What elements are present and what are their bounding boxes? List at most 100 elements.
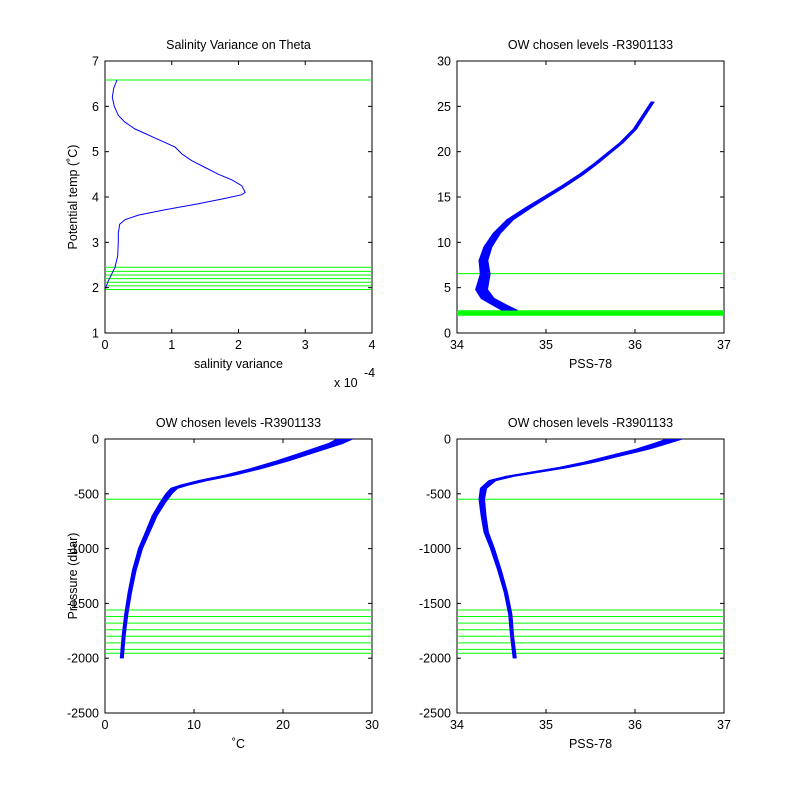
y-tick-label: -2000 bbox=[67, 652, 99, 666]
series-line bbox=[120, 439, 341, 659]
x-axis-multiplier: x 10 bbox=[334, 376, 358, 390]
y-tick-label: 6 bbox=[92, 100, 99, 114]
y-tick-label: -1500 bbox=[419, 597, 451, 611]
y-tick-label: -500 bbox=[74, 487, 99, 501]
series-line bbox=[120, 439, 343, 659]
series-line bbox=[119, 439, 338, 659]
x-tick-label: 36 bbox=[628, 338, 642, 352]
chart-title: OW chosen levels -R3901133 bbox=[156, 416, 321, 430]
x-tick-label: 2 bbox=[235, 338, 242, 352]
chart-panel-4: 34 35 36 37 -2500 -2000 -1500 -1000 -500 0 OW chos… bbox=[419, 416, 731, 751]
axes-box bbox=[456, 438, 725, 714]
y-tick-label: -2000 bbox=[419, 652, 451, 666]
y-tick-label: -2500 bbox=[419, 707, 451, 721]
x-tick-label: 1 bbox=[168, 338, 175, 352]
y-tick-label: 3 bbox=[92, 236, 99, 250]
x-tick-label: 37 bbox=[717, 718, 731, 732]
series-line bbox=[480, 101, 654, 311]
y-tick-label: 5 bbox=[92, 145, 99, 159]
chart-title: Salinity Variance on Theta bbox=[166, 38, 311, 52]
y-tick-label: 7 bbox=[92, 55, 99, 69]
series-line bbox=[478, 101, 653, 311]
series-line bbox=[481, 439, 676, 659]
x-tick-label: 35 bbox=[539, 718, 553, 732]
series-line bbox=[482, 101, 654, 311]
series-line bbox=[481, 101, 654, 311]
series-line bbox=[121, 439, 344, 659]
series-line bbox=[479, 439, 671, 659]
axes-box bbox=[104, 438, 373, 714]
x-axis-label: ˚C bbox=[232, 737, 245, 751]
y-tick-label: 1 bbox=[92, 327, 99, 341]
chart-panel-3: 0 10 20 30 -2500 -2000 -1500 -1000 -500 0 OW chose… bbox=[66, 416, 379, 751]
axes-box bbox=[456, 60, 725, 334]
y-tick-label: 15 bbox=[437, 191, 451, 205]
series-line bbox=[120, 439, 342, 659]
chosen-levels bbox=[105, 498, 372, 654]
x-axis-label: PSS-78 bbox=[569, 737, 612, 751]
x-axis-label: salinity variance bbox=[194, 357, 283, 371]
series-line bbox=[121, 439, 345, 659]
x-tick-label: 37 bbox=[717, 338, 731, 352]
series-line bbox=[121, 439, 346, 659]
x-tick-label: 36 bbox=[628, 718, 642, 732]
x-tick-label: 0 bbox=[102, 338, 109, 352]
series-line bbox=[122, 439, 353, 659]
series-line bbox=[484, 101, 655, 311]
x-tick-label: 0 bbox=[102, 718, 109, 732]
y-tick-label: 2 bbox=[92, 281, 99, 295]
x-tick-label: 35 bbox=[539, 338, 553, 352]
series-line bbox=[122, 439, 349, 659]
y-tick-label: -1000 bbox=[67, 542, 99, 556]
y-tick-label: 5 bbox=[444, 281, 451, 295]
series-line bbox=[475, 101, 652, 311]
x-axis-label: PSS-78 bbox=[569, 357, 612, 371]
series-line bbox=[120, 439, 339, 659]
chart-panel-2: 34 35 36 37 0 5 10 15 20 25 30 OW chosen levels -R3… bbox=[437, 38, 731, 371]
series-line bbox=[477, 101, 653, 311]
x-tick-label: 34 bbox=[450, 338, 464, 352]
chosen-levels bbox=[105, 79, 372, 290]
series-line bbox=[478, 439, 668, 659]
x-axis-multiplier-exponent: -4 bbox=[364, 366, 375, 380]
series-line bbox=[486, 101, 655, 311]
series-line bbox=[479, 439, 669, 659]
axes-box bbox=[104, 60, 373, 334]
y-tick-label: -1000 bbox=[419, 542, 451, 556]
y-tick-label: -2500 bbox=[67, 707, 99, 721]
series-line bbox=[483, 439, 682, 659]
series-line bbox=[482, 101, 654, 311]
y-tick-label: 0 bbox=[92, 433, 99, 447]
x-tick-label: 34 bbox=[450, 718, 464, 732]
series-group bbox=[475, 101, 655, 311]
series-line bbox=[105, 79, 246, 290]
y-tick-label: 10 bbox=[437, 236, 451, 250]
y-axis-label: Potential temp (˚C) bbox=[66, 145, 80, 250]
y-tick-label: 0 bbox=[444, 433, 451, 447]
y-tick-label: 30 bbox=[437, 55, 451, 69]
x-tick-label: 3 bbox=[302, 338, 309, 352]
x-tick-label: 30 bbox=[365, 718, 379, 732]
series-line bbox=[483, 439, 683, 659]
y-tick-label: 4 bbox=[92, 191, 99, 205]
chart-title: OW chosen levels -R3901133 bbox=[508, 416, 673, 430]
series-line bbox=[121, 439, 347, 659]
chosen-levels bbox=[457, 273, 724, 316]
series-line bbox=[120, 439, 340, 659]
y-tick-label: -1500 bbox=[67, 597, 99, 611]
series-group bbox=[478, 439, 683, 659]
series-line bbox=[479, 439, 672, 659]
series-line bbox=[476, 101, 653, 311]
series-line bbox=[479, 101, 653, 311]
x-tick-label: 4 bbox=[369, 338, 376, 352]
y-tick-label: 20 bbox=[437, 145, 451, 159]
chart-title: OW chosen levels -R3901133 bbox=[508, 38, 673, 52]
series-line bbox=[483, 101, 654, 311]
y-tick-label: 0 bbox=[444, 327, 451, 341]
y-tick-label: 25 bbox=[437, 100, 451, 114]
series-group bbox=[119, 439, 353, 659]
series-line bbox=[121, 439, 348, 659]
y-axis-label: Pressure (dbar) bbox=[66, 533, 80, 620]
series-line bbox=[475, 101, 652, 311]
